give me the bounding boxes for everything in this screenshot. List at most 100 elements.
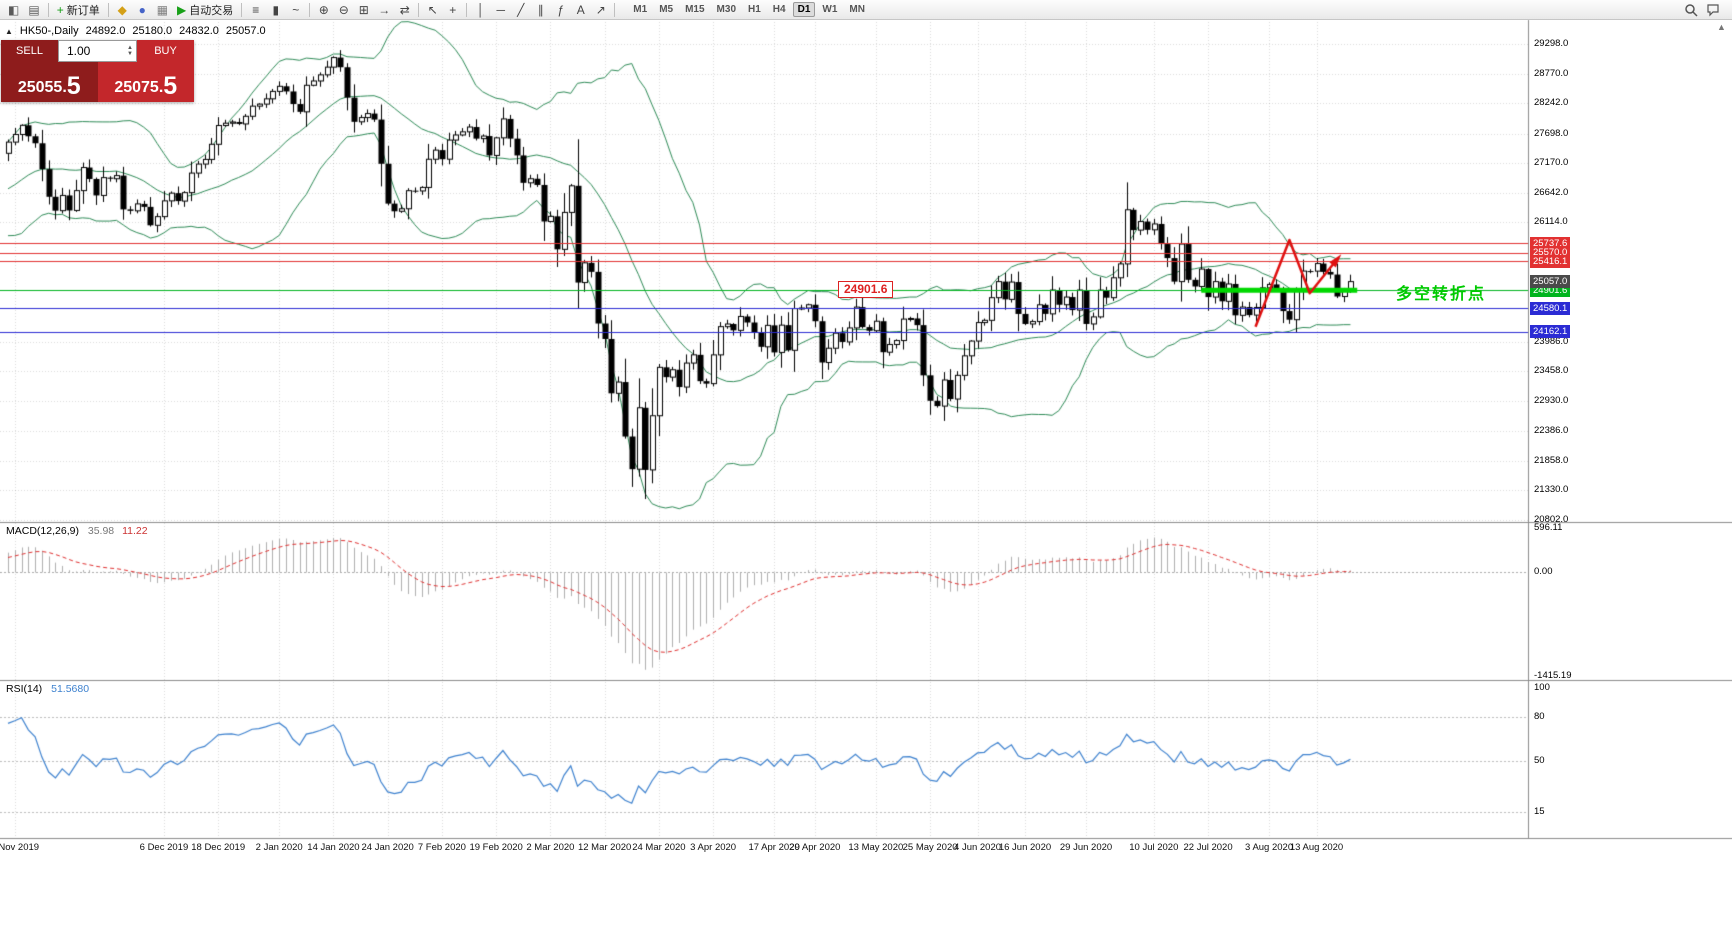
axis-label: 21330.0 xyxy=(1534,484,1569,496)
chart-candles-icon: ▮ xyxy=(272,2,280,17)
new-chart-button[interactable]: ◧ xyxy=(4,1,23,18)
date-label: 17 Apr 2020 xyxy=(748,842,800,853)
one-click-collapse-icon[interactable]: ▲ xyxy=(5,26,13,36)
date-label: 3 Apr 2020 xyxy=(690,842,737,853)
alerts-button[interactable]: ● xyxy=(133,1,152,18)
horizontal-line-button[interactable]: ─ xyxy=(491,1,510,18)
chart-info-line: ▲ HK50-,Daily 24892.0 25180.0 24832.0 25… xyxy=(5,25,273,37)
toolbar-right-group xyxy=(1684,3,1728,17)
chart-line-button[interactable]: ~ xyxy=(286,1,305,18)
current-price-tag: 25057.0 xyxy=(1530,275,1571,289)
price-tag-red: 25416.1 xyxy=(1530,254,1571,268)
axis-label: 15 xyxy=(1534,806,1545,818)
buy-price-button[interactable]: 25075. 5 xyxy=(97,62,194,102)
turning-point-text: 多空转折点 xyxy=(1396,286,1487,303)
timeframe-m15-button[interactable]: M15 xyxy=(685,4,705,15)
crosshair-button[interactable]: + xyxy=(443,1,462,18)
market-watch-button[interactable]: ▦ xyxy=(153,1,172,18)
date-label: 6 Dec 2019 xyxy=(139,842,189,853)
chart-line-icon: ~ xyxy=(292,2,300,17)
auto-scroll-button[interactable]: → xyxy=(374,1,394,18)
trendline-button[interactable]: ╱ xyxy=(511,1,530,18)
timeframe-group: M1 M5 M15 M30 H1 H4 D1 W1 MN xyxy=(628,2,870,17)
price-axis[interactable]: 29298.0 28770.0 28242.0 27698.0 27170.0 26642… xyxy=(1528,20,1732,838)
text-button[interactable]: A xyxy=(571,1,590,18)
ohlc-low: 24832.0 xyxy=(179,25,219,37)
axis-label: 0.00 xyxy=(1534,565,1553,577)
search-icon[interactable] xyxy=(1684,3,1698,17)
zoom-out-button[interactable]: ⊖ xyxy=(334,1,353,18)
sell-button[interactable]: SELL xyxy=(1,40,58,62)
sell-price: 25055. xyxy=(17,79,67,96)
axis-label: 22386.0 xyxy=(1534,425,1569,437)
trendline-icon: ╱ xyxy=(517,2,525,17)
chart-candles-button[interactable]: ▮ xyxy=(266,1,285,18)
fibonacci-icon: ƒ xyxy=(557,2,565,17)
autotrading-button[interactable]: ▶ 自动交易 xyxy=(173,1,237,18)
metaeditor-button[interactable]: ◆ xyxy=(113,1,132,18)
chart-shift-icon: ⇄ xyxy=(399,2,410,17)
price-tag-blue: 24162.1 xyxy=(1530,325,1571,339)
zoom-in-button[interactable]: ⊕ xyxy=(314,1,333,18)
community-icon[interactable] xyxy=(1706,3,1720,17)
macd-indicator-label: MACD(12,26,9) 35.98 11.22 xyxy=(6,525,148,537)
timeframe-h1-button[interactable]: H1 xyxy=(748,4,761,15)
channel-button[interactable]: ∥ xyxy=(531,1,550,18)
rsi-indicator-label: RSI(14) 51.5680 xyxy=(6,683,89,695)
timeframe-w1-button[interactable]: W1 xyxy=(822,4,838,15)
cursor-icon: ↖ xyxy=(427,2,438,17)
date-label: 29 Apr 2020 xyxy=(789,842,841,853)
profiles-button[interactable]: ▤ xyxy=(24,1,43,18)
date-label: 12 Mar 2020 xyxy=(577,842,632,853)
chart-bars-button[interactable]: ≡ xyxy=(246,1,265,18)
text-icon: A xyxy=(576,2,585,17)
date-label: 13 Aug 2020 xyxy=(1289,842,1344,853)
new-chart-icon: ◧ xyxy=(8,2,20,17)
toolbar: ◧ ▤ + 新订单 ◆ ● ▦ ▶ 自动交易 ≡ ▮ ~ ⊕ ⊖ ⊞ → ⇄ ↖ + │ ─ ╱ ∥ ƒ A ↗ M1 M5 M15 M… xyxy=(0,0,1732,20)
buy-price-pip: 5 xyxy=(163,72,178,100)
vertical-line-button[interactable]: │ xyxy=(471,1,490,18)
sell-price-button[interactable]: 25055. 5 xyxy=(1,62,98,102)
axis-label: 23458.0 xyxy=(1534,365,1569,377)
scroll-up-icon[interactable]: ▲ xyxy=(1717,22,1726,32)
market-watch-icon: ▦ xyxy=(156,2,169,17)
level-price-label: 24901.6 xyxy=(838,281,894,298)
axis-label: 28770.0 xyxy=(1534,67,1569,79)
cursor-button[interactable]: ↖ xyxy=(423,1,442,18)
volume-input[interactable]: 1.00 ▲ ▼ xyxy=(58,40,137,62)
timeframe-mn-button[interactable]: MN xyxy=(849,4,865,15)
date-label: 2 Jan 2020 xyxy=(255,842,303,853)
autotrading-icon: ▶ xyxy=(177,2,187,17)
metaeditor-icon: ◆ xyxy=(117,2,127,17)
timeframe-m5-button[interactable]: M5 xyxy=(659,4,674,15)
macd-signal-value: 11.22 xyxy=(122,525,148,537)
timeframe-d1-button[interactable]: D1 xyxy=(792,2,816,17)
rsi-name: RSI(14) xyxy=(6,683,43,695)
date-label: 6 Nov 2019 xyxy=(0,842,40,853)
volume-down-icon[interactable]: ▼ xyxy=(127,51,133,57)
axis-label: 27170.0 xyxy=(1534,157,1569,169)
fibonacci-button[interactable]: ƒ xyxy=(551,1,570,18)
axis-label: 596.11 xyxy=(1534,522,1563,533)
tile-windows-button[interactable]: ⊞ xyxy=(354,1,373,18)
date-label: 18 Dec 2019 xyxy=(191,842,246,853)
arrows-button[interactable]: ↗ xyxy=(591,1,610,18)
chart-shift-button[interactable]: ⇄ xyxy=(395,1,414,18)
timeframe-m1-button[interactable]: M1 xyxy=(633,4,648,15)
date-label: 24 Mar 2020 xyxy=(632,842,686,853)
date-label: 22 Jul 2020 xyxy=(1183,842,1233,853)
date-label: 10 Jul 2020 xyxy=(1129,842,1179,853)
macd-main-value: 35.98 xyxy=(87,525,115,537)
new-order-button[interactable]: + 新订单 xyxy=(53,1,104,18)
ohlc-close: 25057.0 xyxy=(225,25,266,37)
axis-label: 23986.0 xyxy=(1534,335,1569,347)
volume-up-icon[interactable]: ▲ xyxy=(127,45,133,51)
timeframe-h4-button[interactable]: H4 xyxy=(772,4,786,15)
buy-button[interactable]: BUY xyxy=(137,40,194,62)
timeframe-m30-button[interactable]: M30 xyxy=(716,4,736,15)
axis-label: 26642.0 xyxy=(1534,186,1569,198)
profiles-icon: ▤ xyxy=(28,2,40,17)
axis-label: 21858.0 xyxy=(1534,454,1569,466)
